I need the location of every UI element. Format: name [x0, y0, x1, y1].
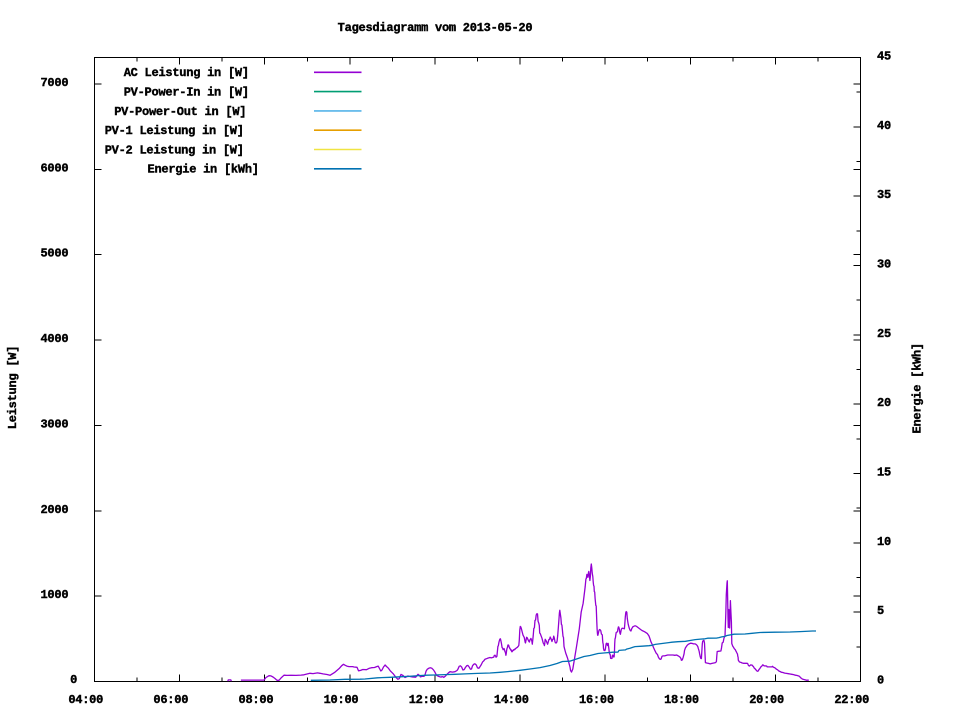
svg-text:08:00: 08:00	[239, 693, 274, 707]
svg-text:5000: 5000	[40, 247, 68, 261]
svg-text:2000: 2000	[40, 503, 68, 517]
svg-text:06:00: 06:00	[153, 693, 188, 707]
svg-text:20:00: 20:00	[749, 693, 784, 707]
svg-text:30: 30	[877, 258, 891, 272]
svg-text:AC Leistung in [W]: AC Leistung in [W]	[124, 66, 249, 80]
svg-text:10:00: 10:00	[324, 693, 359, 707]
svg-text:PV-2 Leistung in [W]: PV-2 Leistung in [W]	[105, 143, 244, 157]
svg-text:Energie in [kWh]: Energie in [kWh]	[148, 163, 259, 177]
svg-text:45: 45	[877, 50, 891, 64]
svg-text:5: 5	[877, 604, 884, 618]
svg-text:25: 25	[877, 327, 891, 341]
svg-text:0: 0	[70, 673, 77, 687]
svg-text:3000: 3000	[40, 417, 68, 431]
svg-text:4000: 4000	[40, 332, 68, 346]
svg-text:7000: 7000	[40, 76, 68, 90]
svg-text:PV-1 Leistung in [W]: PV-1 Leistung in [W]	[105, 124, 244, 138]
svg-text:0: 0	[877, 674, 884, 688]
svg-text:22:00: 22:00	[834, 693, 869, 707]
svg-text:1000: 1000	[40, 588, 68, 602]
svg-text:35: 35	[877, 188, 891, 202]
svg-text:10: 10	[877, 535, 891, 549]
svg-text:Leistung [W]: Leistung [W]	[6, 346, 20, 429]
svg-text:40: 40	[877, 119, 891, 133]
svg-text:15: 15	[877, 466, 891, 480]
svg-text:Tagesdiagramm vom 2013-05-20: Tagesdiagramm vom 2013-05-20	[338, 21, 533, 35]
svg-text:14:00: 14:00	[494, 693, 529, 707]
svg-text:20: 20	[877, 396, 891, 410]
svg-text:16:00: 16:00	[579, 693, 614, 707]
svg-text:PV-Power-Out in [W]: PV-Power-Out in [W]	[114, 105, 246, 119]
svg-text:18:00: 18:00	[664, 693, 699, 707]
svg-text:04:00: 04:00	[68, 693, 103, 707]
svg-text:Energie [kWh]: Energie [kWh]	[911, 343, 925, 433]
svg-text:PV-Power-In in [W]: PV-Power-In in [W]	[124, 86, 249, 100]
svg-text:6000: 6000	[40, 161, 68, 175]
svg-text:12:00: 12:00	[409, 693, 444, 707]
